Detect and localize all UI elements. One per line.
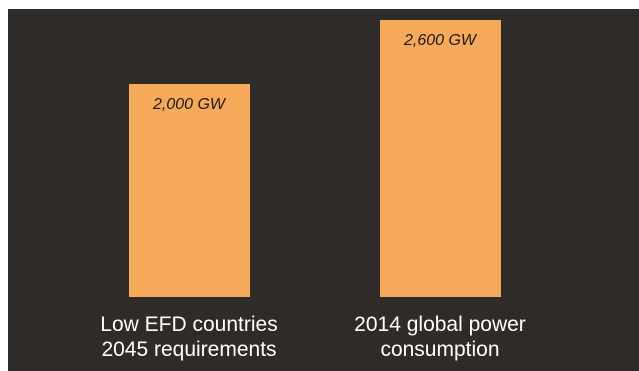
category-label-2: 2014 global power consumption	[354, 313, 526, 361]
bar-1	[128, 84, 250, 297]
category-label-1: Low EFD countries 2045 requirements	[100, 313, 278, 361]
slide-background: 2,000 GW Low EFD countries 2045 requireme…	[8, 9, 639, 371]
bar-value-label-2: 2,600 GW	[403, 32, 477, 49]
bar-chart: 2,000 GW Low EFD countries 2045 requireme…	[8, 9, 639, 371]
bar-value-label-1: 2,000 GW	[152, 96, 226, 113]
bar-2	[379, 20, 501, 297]
